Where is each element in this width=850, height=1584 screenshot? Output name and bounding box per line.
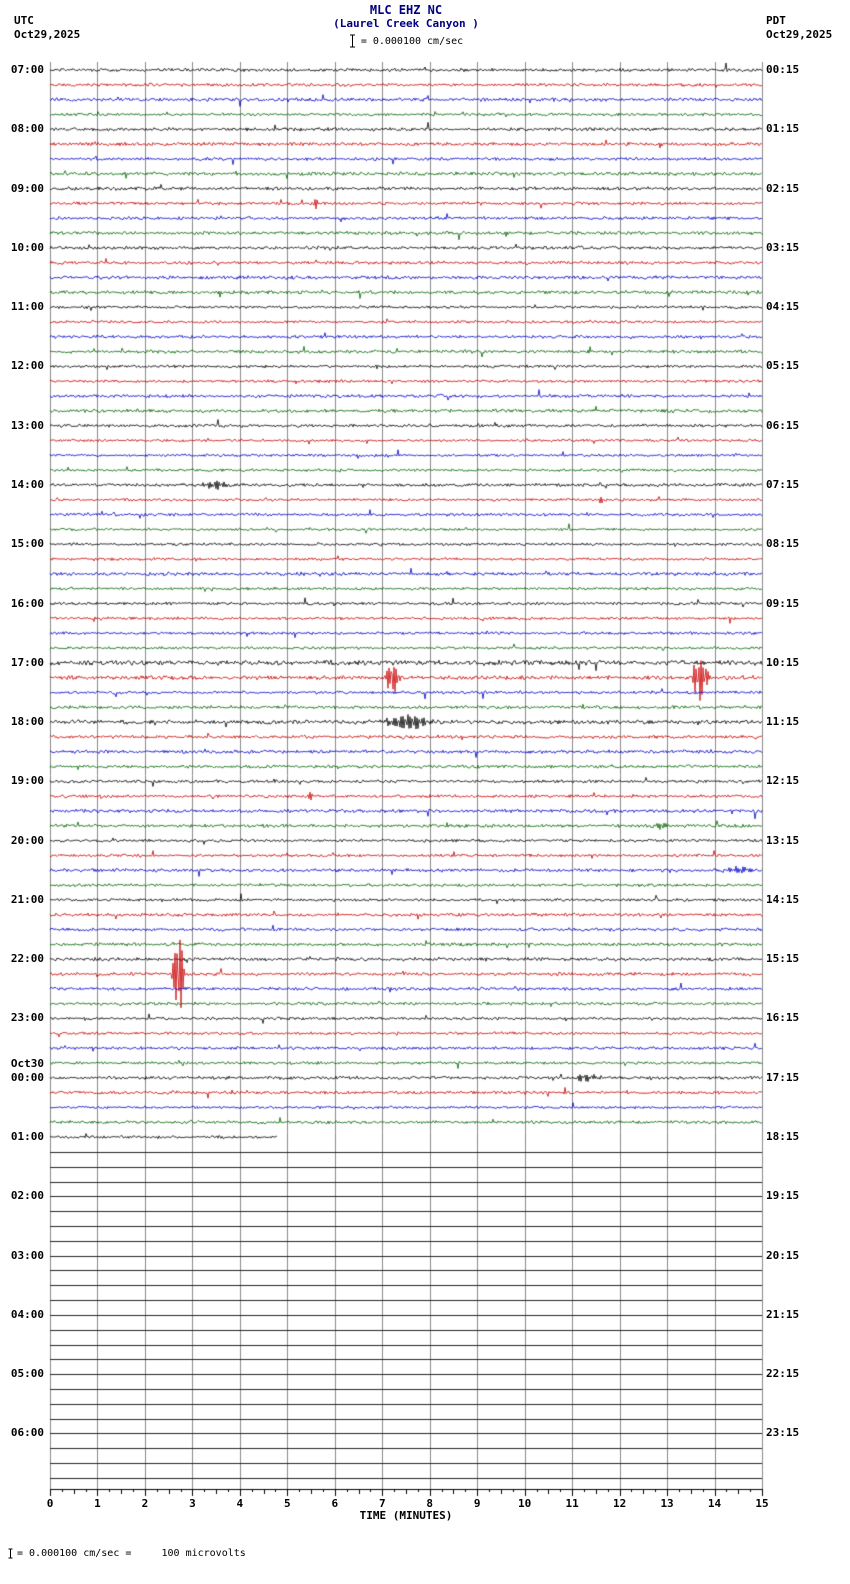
pdt-hour-label: 21:15 <box>766 1307 800 1321</box>
footer-bracket-icon <box>8 1548 13 1559</box>
pdt-hour-label: 00:15 <box>766 63 800 76</box>
pdt-hour-label: 15:15 <box>766 952 800 966</box>
pdt-hour-label: 07:15 <box>766 477 800 491</box>
utc-hour-label: 03:00 <box>10 1248 44 1262</box>
pdt-hour-label: 10:15 <box>766 655 800 669</box>
utc-hour-label: 01:00 <box>10 1130 44 1144</box>
utc-hour-label: 20:00 <box>10 833 44 847</box>
scale-indicator: = 0.000100 cm/sec <box>50 34 762 48</box>
x-axis-tick-label: 3 <box>189 1497 196 1510</box>
utc-date: Oct29,2025 <box>14 28 81 41</box>
x-axis-tick-label: 6 <box>331 1497 339 1510</box>
scale-bracket-icon <box>349 34 355 48</box>
utc-hour-label: 18:00 <box>10 715 44 729</box>
x-axis-tick-label: 7 <box>378 1497 386 1510</box>
utc-hour-label: 14:00 <box>10 477 44 491</box>
pdt-hour-label: 18:15 <box>766 1130 800 1144</box>
x-axis-title: TIME (MINUTES) <box>359 1509 453 1522</box>
x-axis-tick-label: 14 <box>707 1497 722 1510</box>
x-axis-tick-label: 12 <box>612 1497 627 1510</box>
pdt-hour-label: 17:15 <box>766 1070 800 1084</box>
x-axis-tick-label: 2 <box>141 1497 149 1510</box>
left-time-labels: 07:00 08:00 09:00 10:00 11:00 12:00 13:00 14:00… <box>0 0 46 1584</box>
utc-hour-label: 22:00 <box>10 952 44 966</box>
utc-hour-label: 00:00 <box>10 1070 44 1084</box>
x-axis-tick-label: 11 <box>565 1497 579 1510</box>
utc-hour-label: 17:00 <box>10 655 44 669</box>
x-axis-tick-label: 5 <box>284 1497 291 1510</box>
utc-hour-label: 02:00 <box>10 1189 44 1203</box>
pdt-hour-label: 03:15 <box>766 240 800 254</box>
utc-hour-label: 16:00 <box>10 596 44 610</box>
pdt-hour-label: 09:15 <box>766 596 800 610</box>
page-title: MLC EHZ NC <box>369 3 443 17</box>
pdt-hour-label: 13:15 <box>766 833 800 847</box>
pdt-hour-label: 12:15 <box>766 774 800 788</box>
pdt-hour-label: 01:15 <box>766 122 800 136</box>
utc-hour-label: 23:00 <box>10 1011 44 1025</box>
pdt-hour-label: 16:15 <box>766 1011 800 1025</box>
utc-hour-label: 10:00 <box>10 240 44 254</box>
utc-hour-label: 21:00 <box>10 892 44 906</box>
utc-label: UTC <box>14 14 34 27</box>
x-axis-tick-label: 0 <box>46 1497 54 1510</box>
pdt-hour-label: 02:15 <box>766 181 800 195</box>
pdt-hour-label: 14:15 <box>766 892 800 906</box>
pdt-hour-label: 22:15 <box>766 1367 800 1381</box>
utc-hour-label: 06:00 <box>10 1426 44 1440</box>
x-axis-tick-label: 13 <box>660 1497 674 1510</box>
footer-scale-note: = 0.000100 cm/sec = 100 microvolts <box>8 1548 246 1559</box>
station-subtitle: (Laurel Creek Canyon ) <box>333 17 479 30</box>
utc-hour-label: 08:00 <box>10 122 44 136</box>
pdt-hour-label: 06:15 <box>766 418 800 432</box>
pdt-header: PDT Oct29,2025 <box>766 14 832 42</box>
x-axis-tick-label: 1 <box>94 1497 101 1510</box>
utc-hour-label: 05:00 <box>10 1367 44 1381</box>
x-axis-tick-label: 4 <box>236 1497 244 1510</box>
utc-hour-label: 19:00 <box>10 774 44 788</box>
footer-note-text: = 0.000100 cm/sec = 100 microvolts <box>17 1548 246 1559</box>
pdt-hour-label: 04:15 <box>766 300 800 314</box>
x-axis-tick-label: 15 <box>755 1497 769 1510</box>
date-marker: Oct30 <box>10 1056 44 1070</box>
pdt-hour-label: 23:15 <box>766 1426 800 1440</box>
utc-hour-label: 15:00 <box>10 537 44 551</box>
pdt-date: Oct29,2025 <box>766 28 833 41</box>
utc-header: UTC Oct29,2025 <box>14 14 80 42</box>
right-time-labels: 00:15 01:15 02:15 03:15 04:15 05:15 06:15 07:15… <box>766 0 846 1584</box>
pdt-hour-label: 05:15 <box>766 359 800 373</box>
utc-hour-label: 12:00 <box>10 359 44 373</box>
utc-hour-label: 11:00 <box>10 300 44 314</box>
pdt-hour-label: 19:15 <box>766 1189 800 1203</box>
pdt-hour-label: 20:15 <box>766 1248 800 1262</box>
pdt-label: PDT <box>766 14 786 27</box>
pdt-hour-label: 08:15 <box>766 537 800 551</box>
scale-label: = 0.000100 cm/sec <box>360 35 464 47</box>
utc-hour-label: 13:00 <box>10 418 44 432</box>
x-axis-tick-label: 10 <box>518 1497 532 1510</box>
utc-hour-label: 07:00 <box>10 63 44 76</box>
pdt-hour-label: 11:15 <box>766 715 800 729</box>
utc-hour-label: 04:00 <box>10 1307 44 1321</box>
utc-hour-label: 09:00 <box>10 181 44 195</box>
x-axis-tick-label: 9 <box>473 1497 481 1510</box>
x-axis-tick-label: 8 <box>426 1497 434 1510</box>
